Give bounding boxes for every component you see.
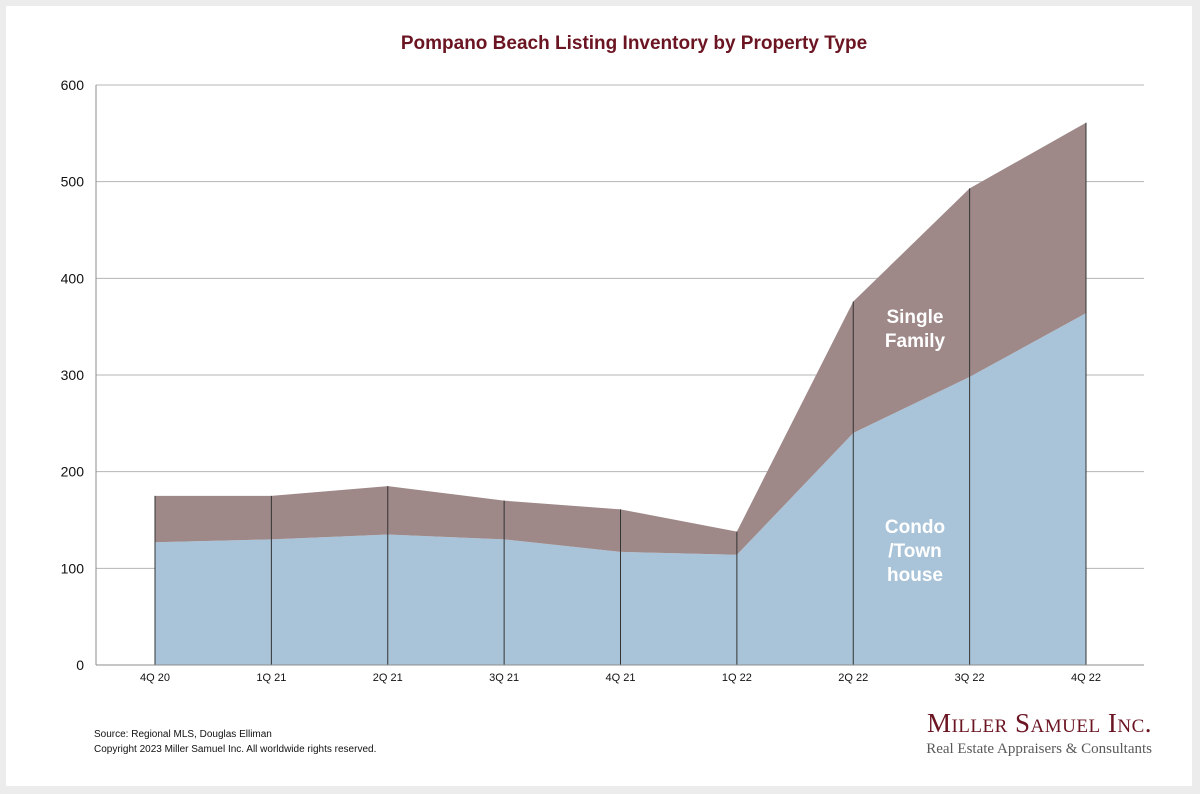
y-tick-labels: 0 100 200 300 400 500 600 bbox=[61, 77, 85, 673]
condo-label: Condo /Town house bbox=[865, 516, 965, 588]
brand-tagline: Real Estate Appraisers & Consultants bbox=[926, 741, 1152, 757]
x-tick-label: 3Q 21 bbox=[489, 672, 519, 684]
y-tick-label: 500 bbox=[61, 174, 85, 190]
axes bbox=[95, 85, 1144, 666]
y-tick-label: 0 bbox=[76, 657, 84, 673]
x-tick-labels: 4Q 20 1Q 21 2Q 21 3Q 21 4Q 21 1Q 22 2Q 22 3Q 22… bbox=[140, 672, 1101, 684]
x-tick-label: 2Q 21 bbox=[373, 672, 403, 684]
condo-label-line1: Condo bbox=[884, 517, 946, 538]
drop-lines bbox=[154, 122, 1087, 665]
chart-title: Pompano Beach Listing Inventory by Prope… bbox=[400, 33, 868, 54]
y-tick-label: 200 bbox=[61, 464, 85, 480]
condo-label-line3: house bbox=[887, 565, 943, 586]
x-tick-label: 4Q 22 bbox=[1071, 672, 1101, 684]
brand-logo: Miller Samuel Inc. Real Estate Appraiser… bbox=[926, 708, 1152, 760]
x-tick-label: 4Q 21 bbox=[606, 672, 636, 684]
single-family-label-line2: Family bbox=[884, 331, 946, 352]
x-tick-label: 1Q 22 bbox=[722, 672, 752, 684]
y-tick-label: 600 bbox=[61, 77, 85, 93]
y-tick-label: 400 bbox=[61, 270, 85, 286]
x-tick-label: 3Q 22 bbox=[955, 672, 985, 684]
source-note: Source: Regional MLS, Douglas Elliman bbox=[94, 729, 272, 740]
x-tick-label: 1Q 21 bbox=[256, 672, 286, 684]
x-tick-label: 2Q 22 bbox=[838, 672, 868, 684]
brand-name: Miller Samuel Inc. bbox=[926, 708, 1152, 738]
condo-label-line2: /Town bbox=[888, 541, 942, 562]
x-tick-label: 4Q 20 bbox=[140, 672, 170, 684]
single-family-label: Single Family bbox=[865, 306, 965, 354]
series-area-single-family bbox=[155, 122, 1086, 555]
single-family-label-line1: Single bbox=[886, 307, 944, 328]
copyright-note: Copyright 2023 Miller Samuel Inc. All wo… bbox=[94, 744, 377, 755]
y-tick-label: 100 bbox=[61, 560, 85, 576]
y-tick-label: 300 bbox=[61, 367, 85, 383]
